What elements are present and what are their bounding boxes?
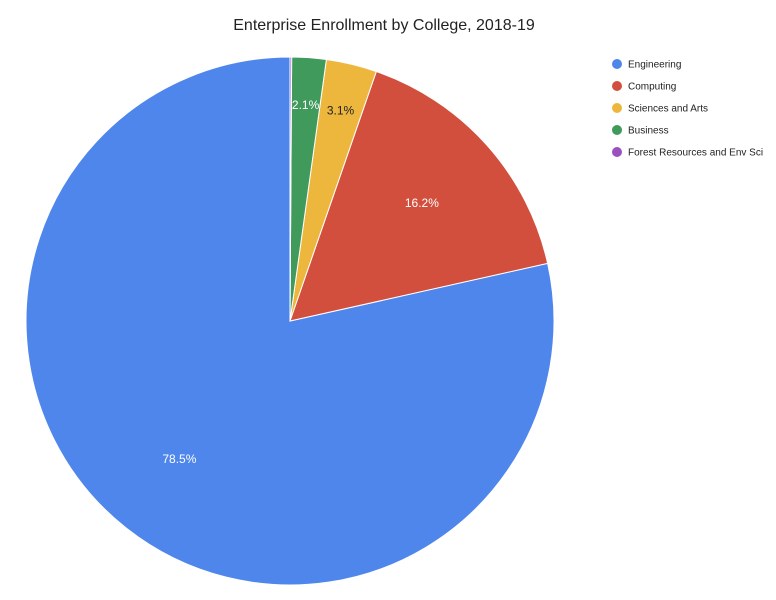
- legend-label-business: Business: [628, 126, 669, 137]
- legend-marker-forest-resources-and-env-sci: [612, 147, 622, 157]
- legend-marker-computing: [612, 81, 622, 91]
- legend-marker-business: [612, 125, 622, 135]
- legend-label-sciences-and-arts: Sciences and Arts: [628, 104, 708, 115]
- legend-marker-engineering: [612, 59, 622, 69]
- pie-slice-computing: [289, 70, 549, 322]
- slice-label-engineering: 78.5%: [162, 452, 196, 466]
- pie-slices: [25, 56, 555, 586]
- legend-label-computing: Computing: [628, 82, 676, 93]
- slice-label-computing: 16.2%: [405, 196, 439, 210]
- slice-label-business: 2.1%: [292, 98, 320, 112]
- legend-marker-sciences-and-arts: [612, 103, 622, 113]
- pie-slice-forest-resources-and-env-sci: [289, 56, 293, 322]
- legend: Engineering Computing Sciences and Arts Bus…: [612, 59, 763, 159]
- chart-title: Enterprise Enrollment by College, 2018-1…: [233, 17, 535, 34]
- legend-label-engineering: Engineering: [628, 60, 681, 71]
- slice-label-sciences-and-arts: 3.1%: [327, 104, 355, 118]
- slice-labels: 78.5% 16.2% 3.1% 2.1%: [162, 98, 439, 466]
- legend-label-forest-resources-and-env-sci: Forest Resources and Env Sci: [628, 148, 763, 159]
